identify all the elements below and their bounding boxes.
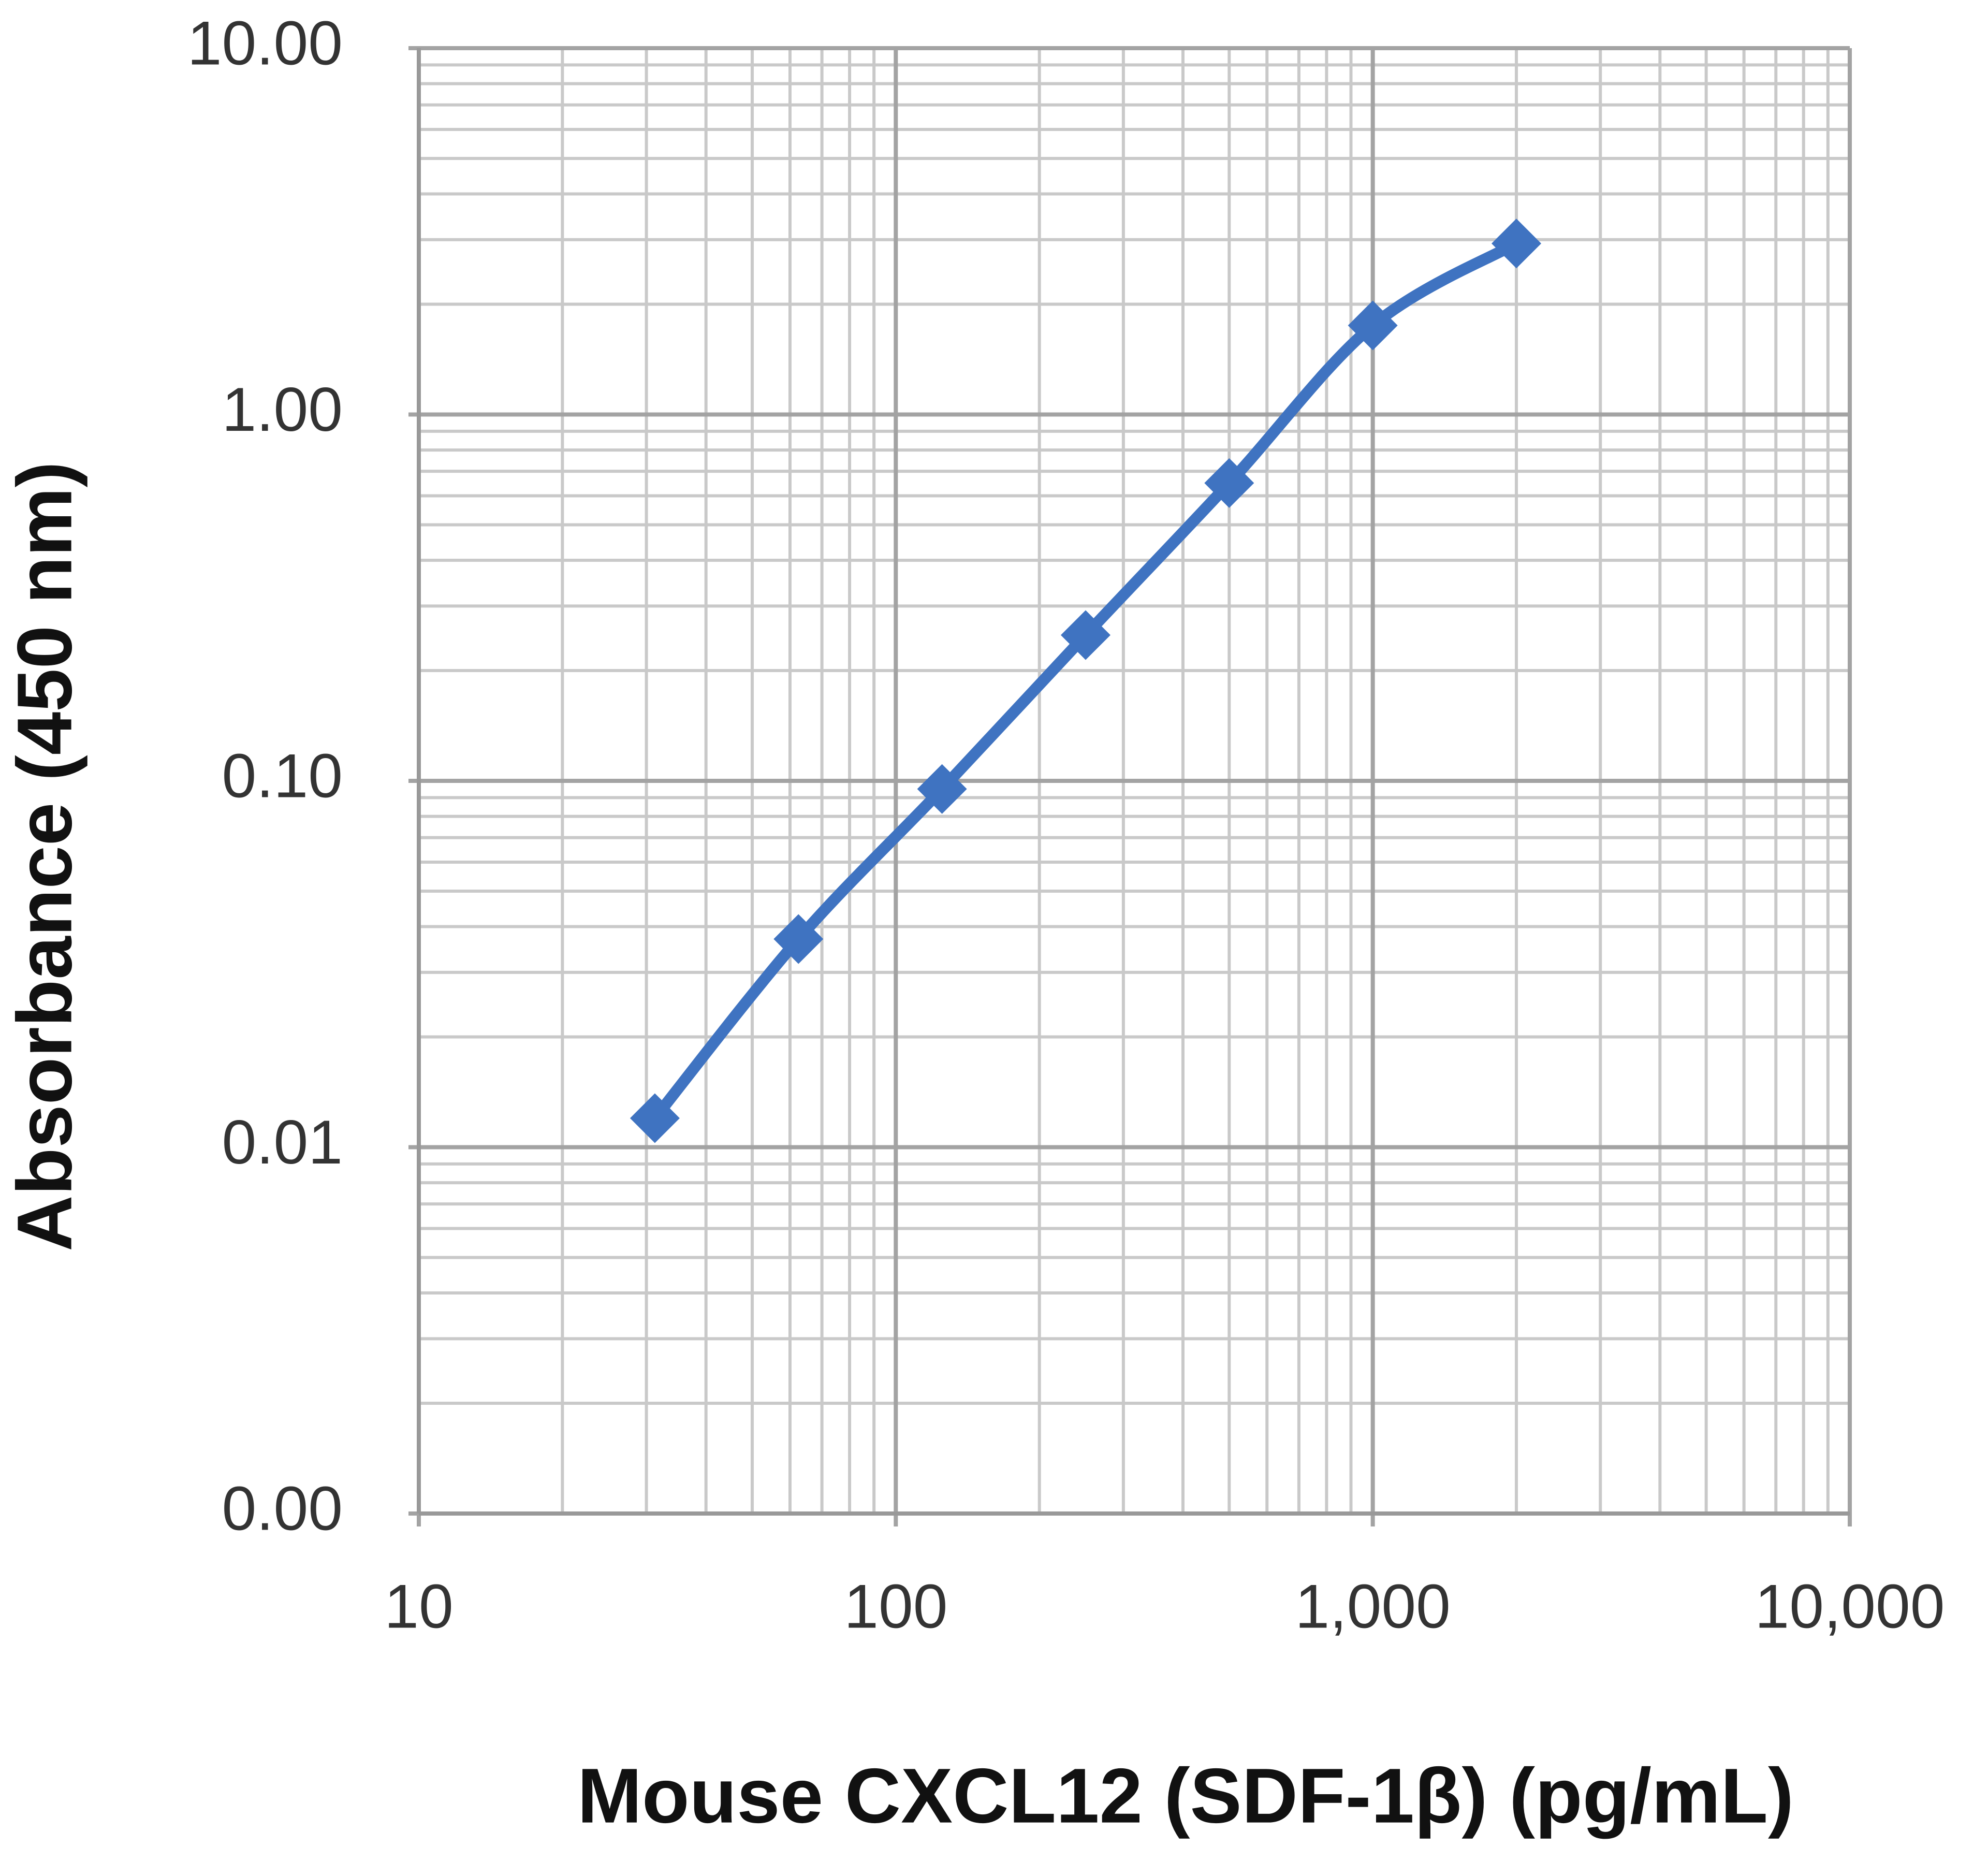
y-tick-label: 0.00 <box>222 1474 343 1544</box>
data-point <box>1492 219 1542 269</box>
y-tick-label: 10.00 <box>187 9 343 78</box>
data-point <box>1060 610 1110 660</box>
data-line <box>650 238 1519 1122</box>
data-point <box>1204 458 1254 508</box>
x-axis-title: Mouse CXCL12 (SDF-1β) (pg/mL) <box>577 1752 1794 1839</box>
x-tick-label: 1,000 <box>1295 1572 1451 1641</box>
y-axis-title: Absorbance (450 nm) <box>1 461 88 1251</box>
data-point <box>630 1093 680 1143</box>
y-tick-label: 0.10 <box>222 741 343 811</box>
y-tick-label: 0.01 <box>222 1108 343 1177</box>
data-point <box>1348 300 1398 351</box>
data-point <box>917 764 967 814</box>
grid <box>408 46 1852 1526</box>
x-tick-label: 100 <box>844 1572 947 1641</box>
y-tick-label: 1.00 <box>222 375 343 444</box>
x-tick-label: 10,000 <box>1755 1572 1945 1641</box>
x-tick-label: 10 <box>384 1572 453 1641</box>
data-point <box>773 914 824 964</box>
